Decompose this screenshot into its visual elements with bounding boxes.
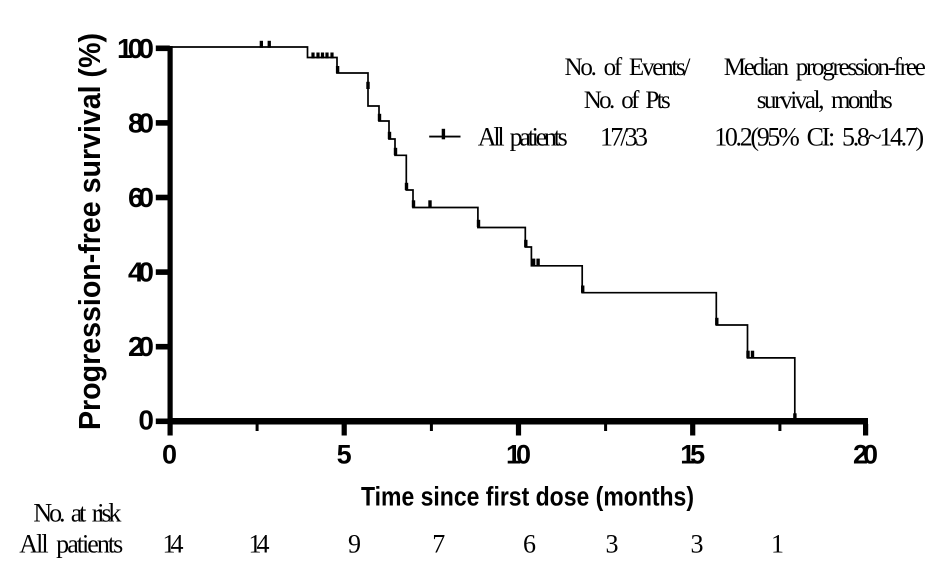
svg-text:5: 5 [337, 440, 352, 470]
svg-text:All patients: All patients [19, 530, 123, 559]
svg-text:60: 60 [128, 182, 154, 213]
svg-text:10.2(95% CI: 5.8~14.7): 10.2(95% CI: 5.8~14.7) [714, 123, 924, 152]
svg-text:6: 6 [523, 530, 536, 559]
svg-text:80: 80 [128, 107, 154, 138]
svg-text:Time since first dose (months): Time since first dose (months) [361, 482, 694, 512]
svg-text:No. of Pts: No. of Pts [584, 87, 671, 114]
svg-text:No. of Events/: No. of Events/ [565, 54, 691, 81]
svg-text:Progression-free survival (%): Progression-free survival (%) [72, 33, 107, 430]
svg-text:All patients: All patients [478, 122, 568, 151]
svg-text:0: 0 [162, 440, 177, 470]
svg-text:14: 14 [163, 530, 184, 559]
svg-text:20: 20 [853, 440, 878, 470]
svg-text:20: 20 [128, 331, 154, 362]
svg-text:3: 3 [691, 530, 704, 559]
svg-text:1: 1 [771, 530, 784, 559]
svg-text:10: 10 [506, 440, 531, 470]
svg-text:100: 100 [117, 33, 154, 64]
svg-text:9: 9 [348, 530, 361, 559]
svg-text:No. at risk: No. at risk [33, 498, 121, 527]
svg-text:7: 7 [432, 530, 445, 559]
svg-text:survival, months: survival, months [757, 87, 893, 114]
svg-text:3: 3 [606, 530, 619, 559]
svg-text:Median progression-free: Median progression-free [724, 54, 926, 81]
svg-text:17/33: 17/33 [600, 123, 648, 152]
svg-text:15: 15 [680, 440, 705, 470]
svg-text:40: 40 [128, 257, 154, 288]
svg-text:14: 14 [249, 530, 270, 559]
svg-text:0: 0 [138, 405, 154, 436]
